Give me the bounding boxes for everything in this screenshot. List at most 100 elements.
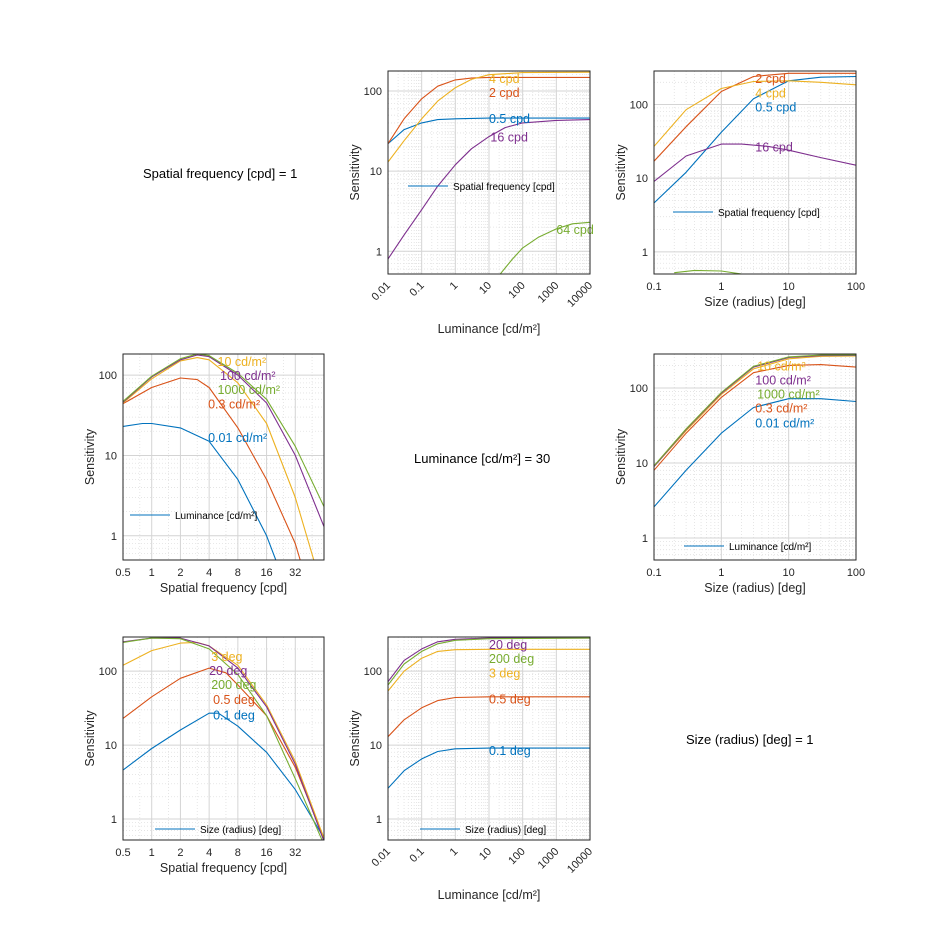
x-tick-label: 0.5 <box>115 567 130 579</box>
x-axis-label: Size (radius) [deg] <box>704 295 805 309</box>
series-group <box>654 354 856 508</box>
x-axis-label: Luminance [cd/m²] <box>438 888 541 902</box>
series-group <box>388 637 590 789</box>
x-tick-label: 1 <box>718 281 724 293</box>
x-tick-label: 0.1 <box>407 280 426 299</box>
x-tick-label: 8 <box>235 567 241 579</box>
x-tick-label: 2 <box>177 847 183 859</box>
x-tick-label: 1000 <box>536 846 562 872</box>
y-tick-label: 10 <box>636 458 648 470</box>
axes-box <box>653 353 857 561</box>
series-label: 200 deg <box>211 678 256 692</box>
x-tick-label: 16 <box>260 567 272 579</box>
y-tick-label: 10 <box>105 740 117 752</box>
series-label: 2 cpd <box>489 86 520 100</box>
series-line-64-cpd <box>499 221 590 274</box>
series-line-10-cd-m- <box>654 355 856 467</box>
series-label: 0.5 deg <box>213 693 255 707</box>
legend[interactable]: Size (radius) [deg] <box>155 825 281 836</box>
chart-lum-vs-size: 0.01 0.1 1 10 100 1000 10000 1 10 100 Size (radius… <box>348 636 595 902</box>
y-tick-label: 10 <box>370 740 382 752</box>
axes-box <box>653 70 857 275</box>
series-label: 200 deg <box>489 652 534 666</box>
series-line-2-cpd <box>654 72 856 162</box>
x-tick-label: 1000 <box>536 280 562 306</box>
legend-label: Luminance [cd/m²] <box>175 511 257 522</box>
y-tick-label: 1 <box>642 247 648 259</box>
chart-lum-vs-sf: 0.01 0.1 1 10 100 1000 10000 1 10 100 Spatial freq… <box>348 70 595 336</box>
y-tick-label: 100 <box>99 666 117 678</box>
series-line-0-5-cpd <box>654 75 856 204</box>
series-label: 2 cpd <box>755 72 786 86</box>
legend[interactable]: Spatial frequency [cpd] <box>673 208 820 219</box>
x-tick-label: 0.1 <box>646 567 661 579</box>
axes-box <box>387 70 591 275</box>
x-tick-label: 10 <box>477 280 494 297</box>
series-line-0-5-deg <box>388 696 590 738</box>
x-tick-label: 4 <box>206 567 212 579</box>
x-axis-label: Size (radius) [deg] <box>704 581 805 595</box>
x-tick-label: 10 <box>783 281 795 293</box>
series-label: 64 cpd <box>556 223 594 237</box>
series-label: 3 deg <box>211 650 242 664</box>
series-line-20-deg <box>388 637 590 683</box>
x-axis-label: Spatial frequency [cpd] <box>160 581 287 595</box>
y-tick-label: 1 <box>111 814 117 826</box>
series-label: 16 cpd <box>755 140 793 154</box>
y-tick-label: 100 <box>630 383 648 395</box>
legend[interactable]: Spatial frequency [cpd] <box>408 182 555 193</box>
x-tick-label: 10 <box>783 567 795 579</box>
series-label: 4 cpd <box>755 86 786 100</box>
x-tick-label: 1 <box>448 280 461 293</box>
fixed-size-note: Size (radius) [deg] = 1 <box>686 732 814 747</box>
fixed-spatial-frequency-note: Spatial frequency [cpd] = 1 <box>143 166 298 181</box>
series-label: 0.5 cpd <box>755 101 796 115</box>
series-line-200-deg <box>388 637 590 686</box>
series-line-0-5-deg <box>123 667 324 839</box>
series-label: 0.01 cd/m² <box>208 431 267 445</box>
axes-box <box>122 636 325 841</box>
series-group <box>123 354 324 560</box>
y-tick-label: 100 <box>630 100 648 112</box>
x-tick-label: 1 <box>149 847 155 859</box>
y-tick-label: 10 <box>105 450 117 462</box>
fixed-luminance-note: Luminance [cd/m²] = 30 <box>414 451 551 466</box>
series-line-200-deg <box>123 637 323 840</box>
series-line-0-3-cd-m- <box>654 364 856 471</box>
legend-label: Luminance [cd/m²] <box>729 542 811 553</box>
x-tick-label: 0.1 <box>646 281 661 293</box>
y-axis-label: Sensitivity <box>348 710 362 767</box>
y-tick-label: 1 <box>111 531 117 543</box>
series-line-0-01-cd-m- <box>123 422 277 560</box>
x-axis-label: Luminance [cd/m²] <box>438 322 541 336</box>
series-line-2-cpd <box>388 76 590 144</box>
y-tick-label: 100 <box>99 370 117 382</box>
series-label: 10 cd/m² <box>757 359 806 373</box>
plot-area <box>123 354 324 560</box>
x-tick-label: 8 <box>235 847 241 859</box>
series-label: 1000 cd/m² <box>218 383 281 397</box>
x-tick-label: 1 <box>448 846 461 859</box>
x-tick-label: 0.1 <box>407 846 426 865</box>
x-tick-label: 32 <box>289 847 301 859</box>
legend[interactable]: Luminance [cd/m²] <box>684 542 811 553</box>
y-tick-label: 100 <box>364 666 382 678</box>
y-axis-label: Sensitivity <box>83 710 97 767</box>
x-tick-label: 100 <box>847 567 865 579</box>
series-line-4-cpd <box>388 71 590 163</box>
legend[interactable]: Size (radius) [deg] <box>420 825 546 836</box>
y-tick-label: 1 <box>376 814 382 826</box>
x-tick-label: 0.5 <box>115 847 130 859</box>
series-line-10-cd-m- <box>123 357 315 560</box>
legend-label: Size (radius) [deg] <box>200 825 281 836</box>
x-tick-label: 1 <box>149 567 155 579</box>
y-axis-label: Sensitivity <box>348 144 362 201</box>
series-line-1000-cd-m- <box>654 354 856 467</box>
legend[interactable]: Luminance [cd/m²] <box>130 511 257 522</box>
series-line-16-cpd <box>654 143 856 182</box>
series-label: 1000 cd/m² <box>757 387 820 401</box>
series-label: 3 deg <box>489 666 520 680</box>
series-group <box>123 637 324 840</box>
series-label: 0.3 cd/m² <box>208 398 260 412</box>
